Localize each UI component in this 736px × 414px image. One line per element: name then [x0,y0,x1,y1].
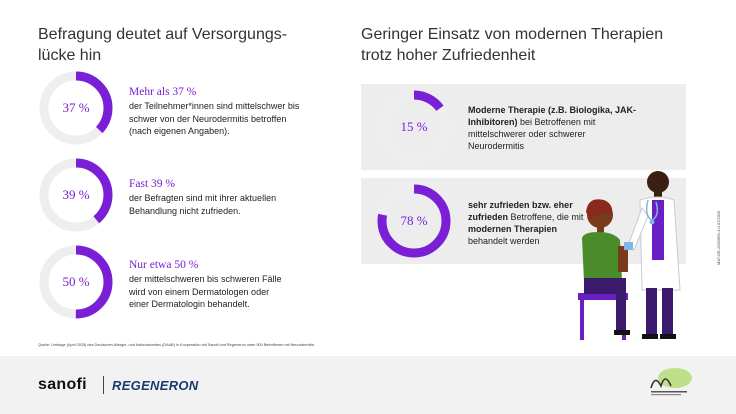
stat-head-3: Nur etwa 50 % [129,259,199,271]
panel-text-1: Moderne Therapie (z.B. Biologika, JAK-In… [468,104,638,152]
patient-neck [597,226,604,234]
daab-logo-mark [650,378,672,389]
panel-bold: modernen Therapien [468,224,558,234]
doctor-shoe [642,334,658,339]
stat-ring-3: 50 % [38,244,114,320]
doctor-leg [662,288,673,336]
footer [0,356,736,414]
doctor-patient-illustration [578,171,681,340]
doctor-shoe [660,334,676,339]
document-code: MAT-DE-2502695-1.0-07/2025 [716,210,721,265]
daab-logo [650,368,692,396]
doctor-shirt [652,200,664,260]
doctor-neck [654,191,662,199]
ring-value: 37 % [62,100,90,115]
ring-value: 15 % [400,119,428,134]
ring-value: 39 % [62,187,90,202]
logo-divider [103,376,104,394]
left-title: Befragung deutet auf Versorgungs- lücke … [38,26,288,64]
regeneron-logo: REGENERON [112,378,199,393]
patient-hair [586,199,613,220]
daab-logo-line [651,391,687,393]
ring-progress [377,90,451,164]
stat-head-2: Fast 39 % [129,178,175,190]
ring-value: 50 % [62,274,90,289]
ring-progress [39,158,113,232]
ring-progress [39,245,113,319]
patient-arm [618,246,628,272]
panel-text-2: sehr zufrieden bzw. eher zufrieden Betro… [468,199,593,247]
ring-progress [377,184,451,258]
stat-body-3: der mittelschweren bis schweren Fälle wi… [129,274,282,309]
doctor-leg [646,288,657,336]
stat-ring-2: 39 % [38,157,114,233]
panel-ring-1: 15 % [376,89,452,165]
ring-value: 78 % [400,213,428,228]
daab-logo-line [651,394,681,396]
stat-ring-1: 37 % [38,70,114,146]
stat-head-1: Mehr als 37 % [129,86,197,98]
panel-bold: Moderne Therapie (z.B. Biologika, JAK-In… [468,105,637,127]
sanofi-logo: sanofi [38,376,87,393]
panel-plain: Betroffene, die mit [508,212,584,222]
panel-plain: bei Betroffenen mit mittelschwerer oder … [468,117,596,151]
patient-pants [584,278,626,294]
stat-body-2: der Befragten sind mit ihrer aktuellen B… [129,193,277,216]
panel-bold: sehr zufrieden bzw. eher zufrieden [468,200,573,222]
right-title: Geringer Einsatz von modernen Therapien … [361,26,664,64]
daab-logo-shape [658,368,692,388]
ring-progress [39,71,113,145]
doctor-arm [627,206,649,251]
patient-shoe [614,330,630,335]
chair-leg [580,300,584,340]
patient-leg [616,280,626,332]
panel-ring-2: 78 % [376,183,452,259]
stethoscope-chest [649,219,655,225]
doctor-glove [624,242,633,250]
source-note: Quelle: Umfrage (April 2025) des Deutsch… [38,343,315,347]
stat-body-1: der Teilnehmer*innen sind mittelschwer b… [129,101,300,136]
doctor-head [647,171,669,193]
patient-shirt [582,232,622,282]
panel-plain: behandelt werden [468,236,540,246]
chair-seat [578,293,628,300]
